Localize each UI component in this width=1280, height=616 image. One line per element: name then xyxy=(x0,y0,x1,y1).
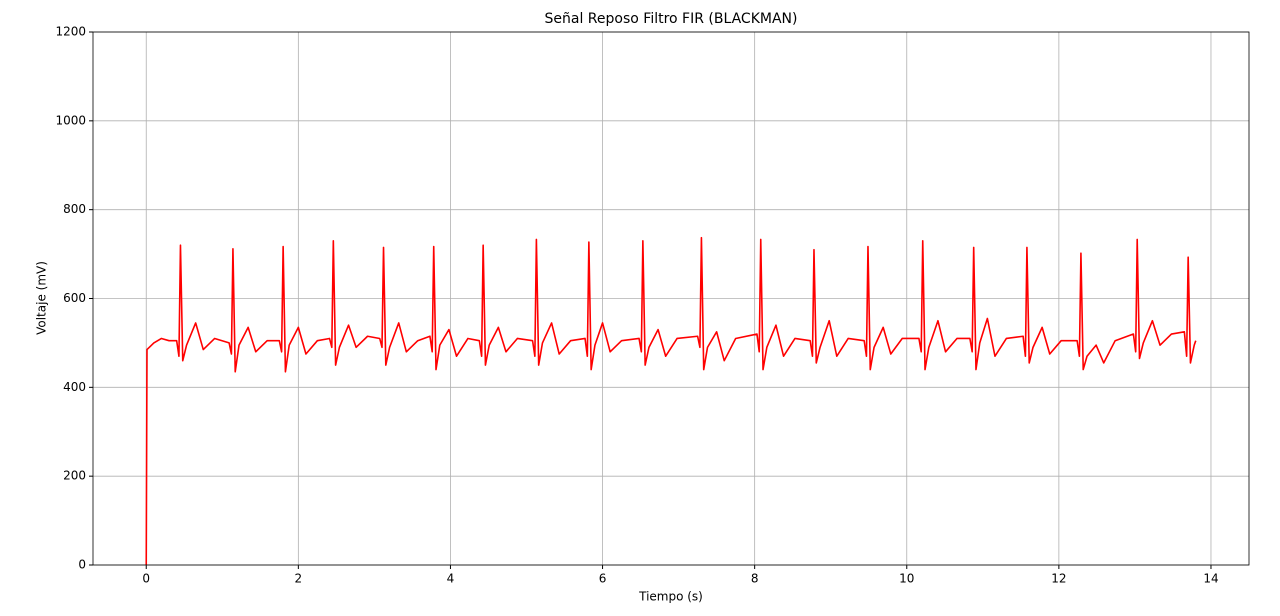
y-tick-label: 200 xyxy=(63,469,86,483)
x-tick-label: 14 xyxy=(1203,572,1218,586)
y-axis-label: Voltaje (mV) xyxy=(35,261,49,335)
y-tick-label: 0 xyxy=(78,558,86,572)
x-tick-label: 10 xyxy=(899,572,914,586)
y-tick-label: 800 xyxy=(63,202,86,216)
x-tick-label: 12 xyxy=(1051,572,1066,586)
signal-line xyxy=(145,236,1197,566)
x-tick-label: 0 xyxy=(142,572,150,586)
x-tick-label: 6 xyxy=(599,572,607,586)
x-tick-label: 8 xyxy=(751,572,759,586)
y-tick-label: 600 xyxy=(63,291,86,305)
x-tick-label: 4 xyxy=(447,572,455,586)
x-axis-label: Tiempo (s) xyxy=(638,590,703,604)
y-tick-label: 400 xyxy=(63,380,86,394)
chart-title: Señal Reposo Filtro FIR (BLACKMAN) xyxy=(545,11,798,27)
plot-frame xyxy=(92,31,1250,566)
x-tick-label: 2 xyxy=(295,572,303,586)
y-tick-label: 1000 xyxy=(55,113,86,127)
y-tick-label: 1200 xyxy=(55,25,86,39)
